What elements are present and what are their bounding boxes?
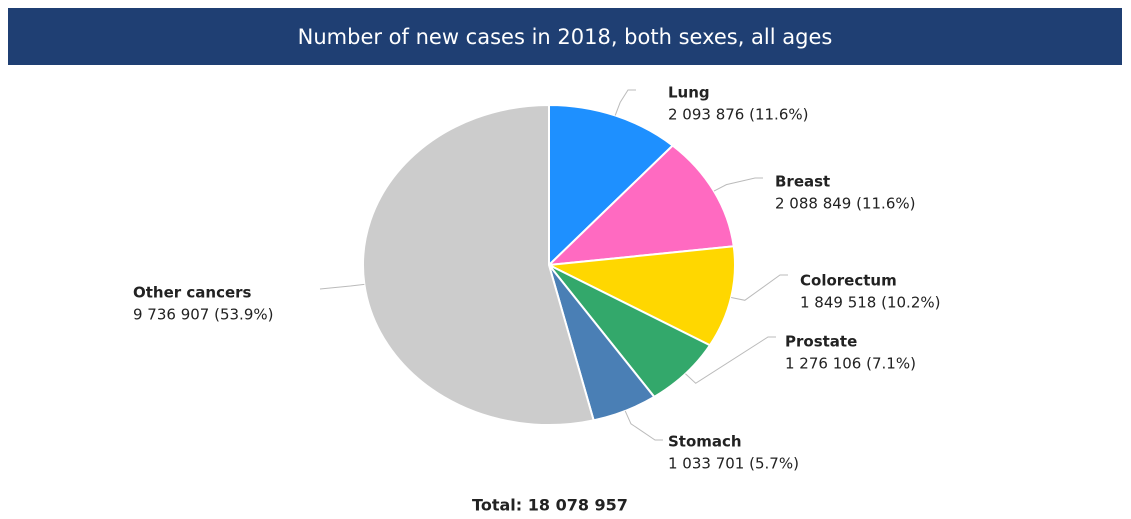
leader-line bbox=[685, 336, 776, 384]
slice-label: Lung bbox=[668, 84, 710, 102]
value-label: 1 033 701 (5.7%) bbox=[668, 455, 799, 473]
slice bbox=[545, 245, 736, 347]
leader-line bbox=[731, 274, 788, 301]
slice-label: Breast bbox=[775, 173, 830, 191]
value-label: 1 276 106 (7.1%) bbox=[785, 355, 916, 373]
title-bar bbox=[8, 8, 1122, 65]
leader-line bbox=[319, 283, 365, 290]
slice-label: Other cancers bbox=[133, 284, 252, 302]
value-label: 2 088 849 (11.6%) bbox=[775, 195, 915, 213]
value-label: 9 736 907 (53.9%) bbox=[133, 306, 273, 324]
slice-label: Stomach bbox=[668, 433, 742, 451]
total: Total: 18 078 957 bbox=[472, 496, 628, 515]
leader-line bbox=[713, 177, 763, 192]
value-label: 1 849 518 (10.2%) bbox=[800, 294, 940, 312]
slice-label: Prostate bbox=[785, 333, 857, 351]
leader-line bbox=[624, 410, 663, 441]
leader-line bbox=[614, 89, 636, 116]
value-label: 2 093 876 (11.6%) bbox=[668, 106, 808, 124]
chart-title: Number of new cases in 2018, both sexes,… bbox=[298, 25, 833, 49]
slice-label: Colorectum bbox=[800, 272, 897, 290]
